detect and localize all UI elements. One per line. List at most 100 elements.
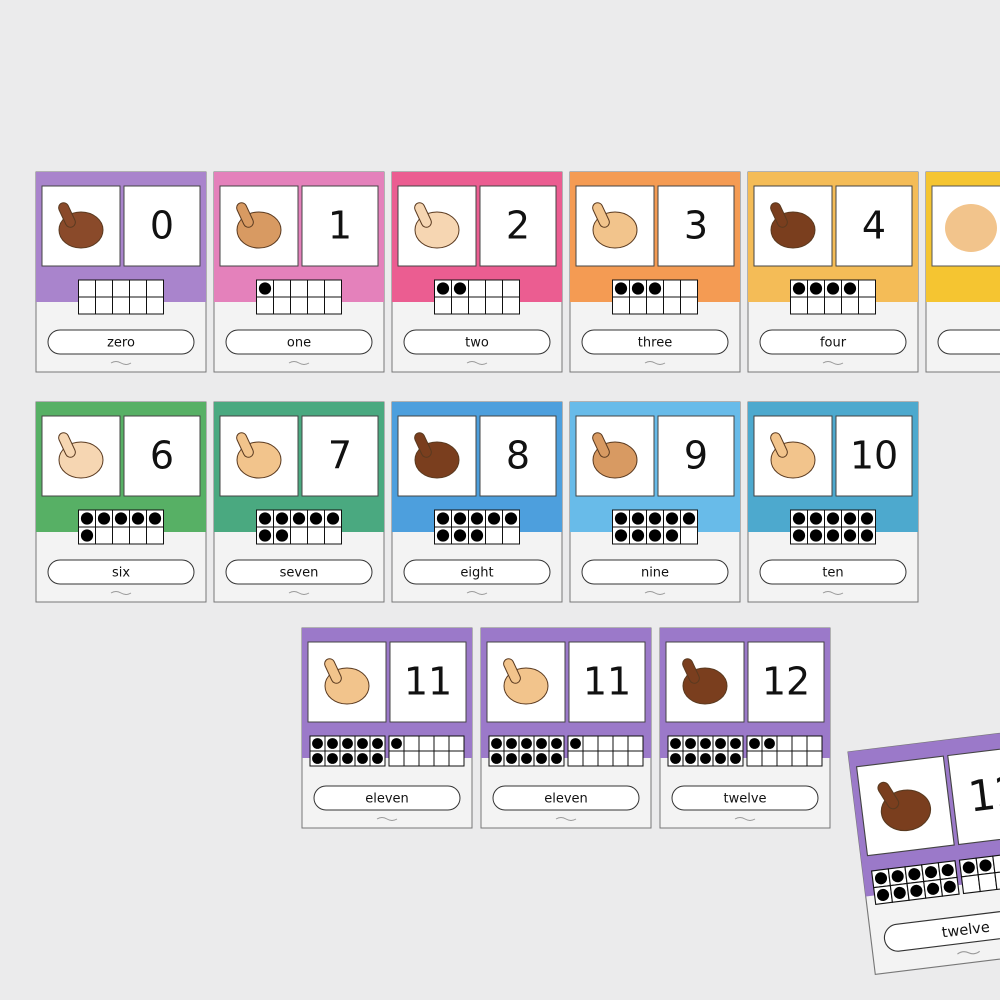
frame-dot — [648, 529, 662, 542]
frame-dot — [309, 512, 323, 525]
numeral: 11 — [404, 660, 452, 704]
number-card: 8 eight — [391, 401, 563, 603]
frame-dot — [874, 872, 888, 885]
numeral-box — [657, 415, 735, 497]
frame-dot — [924, 866, 938, 879]
frame-dot — [730, 753, 741, 764]
frame-dot — [436, 529, 450, 542]
frame-dot — [685, 738, 696, 749]
frame-dot — [292, 512, 306, 525]
frame-dot — [941, 864, 954, 877]
numeral: 9 — [684, 434, 708, 478]
frame-dot — [342, 738, 353, 749]
frame-dot — [491, 753, 502, 764]
frame-cell — [433, 750, 450, 767]
hand-box — [753, 415, 833, 497]
frame-cell — [790, 296, 808, 315]
frame-dot — [436, 282, 450, 295]
frame-dot — [631, 512, 645, 525]
squiggle — [288, 591, 310, 595]
frame-dot — [979, 859, 992, 872]
word-pill — [671, 785, 819, 811]
finger — [877, 781, 900, 810]
frame-cell — [597, 735, 614, 752]
number-card: 12 twelve — [659, 627, 831, 829]
squiggle — [466, 591, 488, 595]
number-card: 10 ten — [747, 401, 919, 603]
frame-dot — [275, 512, 289, 525]
frame-cell — [451, 296, 469, 315]
frame-cell — [146, 526, 164, 545]
frame-cell — [290, 296, 308, 315]
frame-cell — [129, 296, 147, 315]
word-pill — [225, 559, 373, 585]
frame-dot — [860, 512, 874, 525]
frame-dot — [614, 512, 628, 525]
finger — [770, 432, 788, 458]
frame-dot — [685, 753, 696, 764]
partial-card — [925, 171, 1000, 373]
frame-cell — [290, 526, 308, 545]
numeral-box — [389, 641, 467, 723]
frame-dot — [749, 738, 760, 749]
frame-dot — [670, 753, 681, 764]
frame-cell — [612, 750, 629, 767]
word: ten — [822, 566, 843, 581]
frame-dot — [504, 512, 518, 525]
frame-dot — [275, 529, 289, 542]
frame-cell — [597, 750, 614, 767]
frame-dot — [665, 529, 679, 542]
frame-cell — [434, 296, 452, 315]
finger — [503, 658, 521, 684]
frame-cell — [324, 526, 342, 545]
numeral-box — [568, 641, 646, 723]
numeral: 2 — [506, 204, 530, 248]
frame-cell — [388, 750, 405, 767]
frame-cell — [582, 750, 599, 767]
frame-dot — [487, 512, 501, 525]
frame-cell — [468, 296, 486, 315]
frame-dot — [843, 282, 857, 295]
frame-cell — [468, 279, 486, 298]
frame-dot — [843, 529, 857, 542]
frame-dot — [258, 529, 272, 542]
frame-cell — [806, 735, 823, 752]
frame-cell — [129, 279, 147, 298]
frame-dot — [114, 512, 128, 525]
frame-cell — [680, 279, 698, 298]
word: four — [820, 336, 847, 351]
numeral-box — [301, 185, 379, 267]
finger — [592, 432, 610, 458]
squiggle — [957, 950, 981, 955]
frame-dot — [491, 738, 502, 749]
frame-cell — [858, 279, 876, 298]
word-pill — [403, 329, 551, 355]
frame-cell — [761, 750, 778, 767]
word-pill — [883, 907, 1000, 952]
frame-dot — [860, 529, 874, 542]
hand-box — [41, 185, 121, 267]
word: twelve — [941, 919, 991, 942]
squiggle — [288, 361, 310, 365]
word-pill — [581, 329, 729, 355]
frame-dot — [809, 282, 823, 295]
squiggle — [644, 591, 666, 595]
frame-cell — [627, 735, 644, 752]
frame-dot — [453, 512, 467, 525]
numeral-box — [747, 641, 825, 723]
frame-dot — [312, 738, 323, 749]
finger — [592, 202, 610, 228]
word: nine — [641, 566, 669, 581]
frame-cell — [627, 750, 644, 767]
numeral-box — [479, 185, 557, 267]
numeral-box — [835, 185, 913, 267]
frame-dot — [927, 882, 940, 895]
frame-dot — [506, 738, 517, 749]
numeral: 0 — [150, 204, 174, 248]
frame-dot — [357, 753, 368, 764]
frame-cell — [256, 296, 274, 315]
frame-dot — [536, 753, 547, 764]
frame-cell — [807, 296, 825, 315]
